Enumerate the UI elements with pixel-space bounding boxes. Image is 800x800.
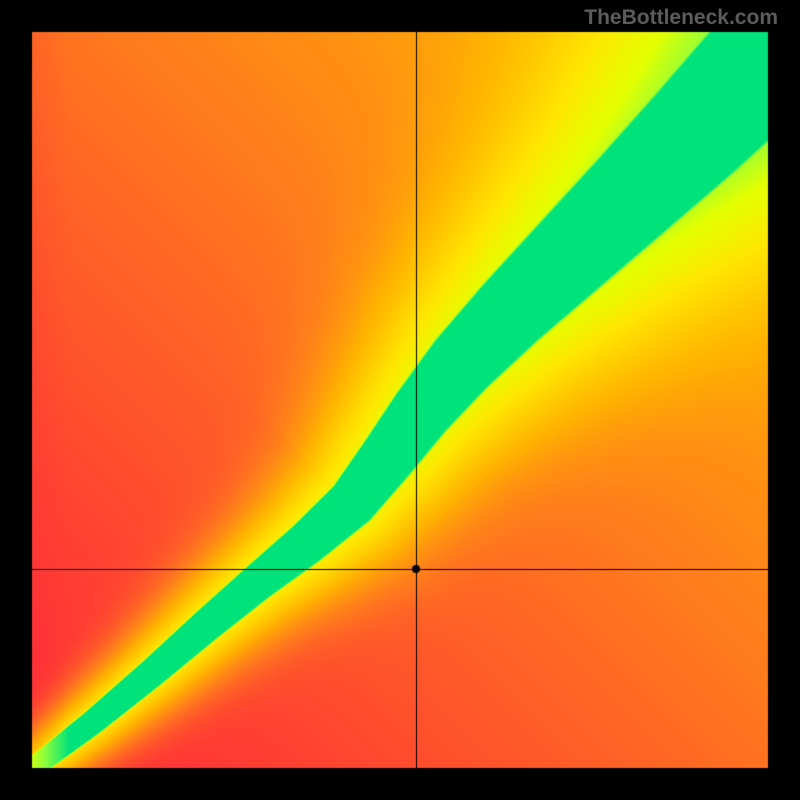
watermark-text: TheBottleneck.com xyxy=(584,6,778,30)
chart-container: TheBottleneck.com xyxy=(0,0,800,800)
bottleneck-heatmap xyxy=(0,0,800,800)
